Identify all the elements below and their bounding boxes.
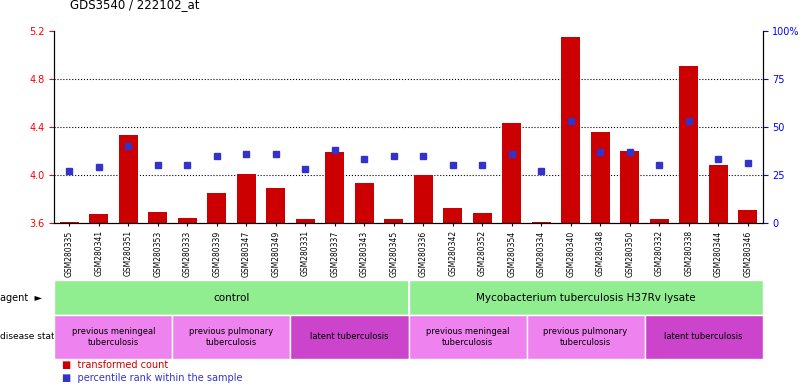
Text: previous pulmonary
tuberculosis: previous pulmonary tuberculosis xyxy=(189,327,274,347)
Bar xyxy=(207,193,227,223)
Text: latent tuberculosis: latent tuberculosis xyxy=(664,333,743,341)
Bar xyxy=(443,208,462,223)
Bar xyxy=(473,213,492,223)
Text: previous pulmonary
tuberculosis: previous pulmonary tuberculosis xyxy=(543,327,628,347)
Bar xyxy=(709,165,728,223)
Text: agent  ►: agent ► xyxy=(0,293,42,303)
Bar xyxy=(325,152,344,223)
Bar xyxy=(89,214,108,223)
Text: control: control xyxy=(213,293,250,303)
Bar xyxy=(502,123,521,223)
Bar xyxy=(679,66,698,223)
Bar xyxy=(148,212,167,223)
Text: ■  percentile rank within the sample: ■ percentile rank within the sample xyxy=(62,373,243,383)
Bar xyxy=(620,151,639,223)
Bar xyxy=(413,175,433,223)
Bar xyxy=(355,183,374,223)
Bar xyxy=(236,174,256,223)
Bar xyxy=(562,37,581,223)
Bar xyxy=(650,219,669,223)
Bar xyxy=(590,131,610,223)
Bar xyxy=(739,210,758,223)
Text: latent tuberculosis: latent tuberculosis xyxy=(310,333,388,341)
Bar xyxy=(266,188,285,223)
Text: previous meningeal
tuberculosis: previous meningeal tuberculosis xyxy=(72,327,155,347)
Text: previous meningeal
tuberculosis: previous meningeal tuberculosis xyxy=(426,327,509,347)
Text: disease state  ►: disease state ► xyxy=(0,333,73,341)
Bar xyxy=(296,219,315,223)
Text: ■  transformed count: ■ transformed count xyxy=(62,360,169,370)
Bar xyxy=(384,219,404,223)
Bar xyxy=(532,222,551,223)
Text: GDS3540 / 222102_at: GDS3540 / 222102_at xyxy=(70,0,200,12)
Bar xyxy=(178,218,197,223)
Text: Mycobacterium tuberculosis H37Rv lysate: Mycobacterium tuberculosis H37Rv lysate xyxy=(476,293,695,303)
Bar xyxy=(119,135,138,223)
Bar xyxy=(59,222,78,223)
